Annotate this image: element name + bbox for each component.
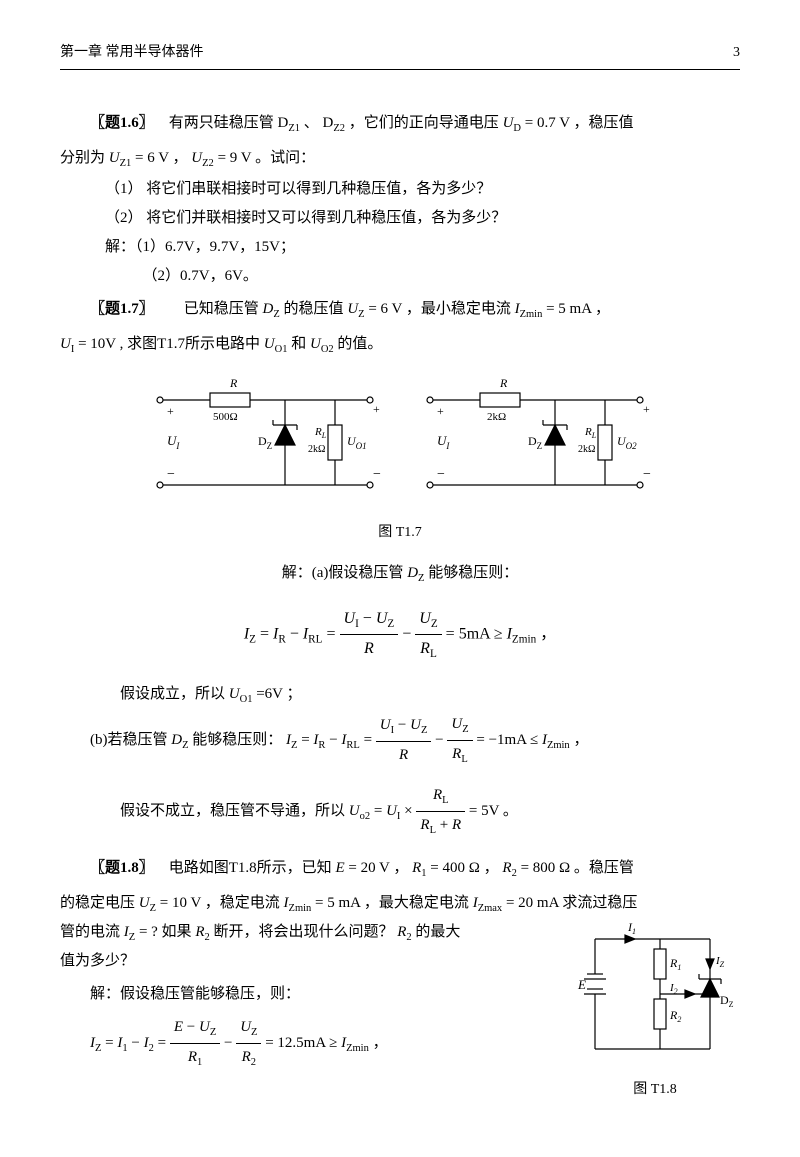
header-left: 第一章 常用半导体器件 (60, 40, 204, 65)
svg-text:+: + (437, 404, 444, 418)
q17-sol-b: (b)若稳压管 DZ 能够稳压则： IZ = IR − IRL = UI − U… (60, 711, 740, 770)
q18-label: 〖题1.8〗 (90, 860, 154, 876)
q16-body: 〖题1.6〗 有两只硅稳压管 DZ1 、 DZ2 ，它们的正向导通电压 UD =… (60, 110, 740, 139)
q18-body: 〖题1.8〗 电路如图T1.8所示，已知 E = 20 V ， R1 = 400… (60, 855, 740, 884)
header-page-num: 3 (733, 40, 740, 65)
q16-q2: （2） 将它们并联相接时又可以得到几种稳压值，各为多少？ (60, 205, 740, 232)
q17-concl-a: 假设成立，所以 UO1 =6V ； (60, 681, 740, 710)
svg-text:+: + (643, 402, 650, 416)
svg-text:DZ: DZ (528, 434, 542, 451)
q18-line2: 的稳定电压 UZ = 10 V ，稳定电流 IZmin = 5 mA ，最大稳定… (60, 890, 740, 919)
svg-text:UO1: UO1 (347, 434, 367, 451)
svg-text:UO2: UO2 (617, 434, 637, 451)
circuits-t17: R 500Ω + UI − DZ RL 2kΩ + UO1 − R (60, 375, 740, 505)
svg-text:UI: UI (437, 433, 450, 451)
circuit-t18: E I1 R1 I2 R2 IZ DZ (570, 919, 740, 1069)
q16-ans1: 解：（1）6.7V，9.7V，15V； (60, 234, 740, 261)
q18-line3: 管的电流 IZ = ? 如果 R2 断开，将会出现什么问题？ R2 的最大 (60, 919, 560, 948)
eq-17a: IZ = IR − IRL = UI − UZR − UZRL = 5mA ≥ … (60, 605, 740, 665)
eq-18: IZ = I1 − I2 = E − UZR1 − UZR2 = 12.5mA … (60, 1014, 560, 1073)
svg-text:R: R (499, 376, 508, 390)
svg-text:+: + (373, 402, 380, 416)
circuit-t17-left: R 500Ω + UI − DZ RL 2kΩ + UO1 − (145, 375, 385, 505)
q16-line2: 分别为 UZ1 = 6 V ， UZ2 = 9 V 。试问： (60, 145, 740, 174)
svg-text:RL: RL (314, 426, 327, 440)
svg-text:−: − (437, 467, 445, 482)
q17-label: 〖题1.7〗 (90, 301, 154, 317)
svg-text:2kΩ: 2kΩ (487, 411, 506, 423)
svg-text:−: − (643, 467, 651, 482)
svg-text:DZ: DZ (258, 434, 272, 451)
q16-q1: （1） 将它们串联相接时可以得到几种稳压值，各为多少？ (60, 176, 740, 203)
svg-text:R: R (229, 376, 238, 390)
circuit-t17-right: R 2kΩ + UI − DZ RL 2kΩ + UO2 − (415, 375, 655, 505)
svg-text:500Ω: 500Ω (213, 411, 238, 423)
q17-concl-b: 假设不成立，稳压管不导通，所以 Uo2 = UI × RLRL + R = 5V… (60, 782, 740, 841)
svg-text:+: + (167, 404, 174, 418)
svg-text:RL: RL (584, 426, 597, 440)
q18-sol: 解：假设稳压管能够稳压，则： (60, 981, 560, 1008)
svg-text:I2: I2 (669, 982, 678, 996)
svg-text:UI: UI (167, 433, 180, 451)
fig-t18-label: 图 T1.8 (570, 1077, 740, 1102)
circuit-t18-wrap: E I1 R1 I2 R2 IZ DZ 图 T1.8 (570, 919, 740, 1117)
svg-text:DZ: DZ (720, 993, 734, 1009)
svg-text:IZ: IZ (715, 955, 725, 969)
fig-t17-label: 图 T1.7 (60, 520, 740, 545)
svg-text:−: − (167, 467, 175, 482)
q16-ans2: （2）0.7V，6V。 (60, 263, 740, 290)
svg-text:−: − (373, 467, 381, 482)
q17-sol-a: 解：(a)假设稳压管 DZ 能够稳压则： (60, 560, 740, 589)
svg-text:R2: R2 (669, 1008, 681, 1024)
q16-label: 〖题1.6〗 (90, 115, 154, 131)
svg-text:2kΩ: 2kΩ (578, 444, 595, 455)
page-header: 第一章 常用半导体器件 3 (60, 40, 740, 70)
q18-float: 管的电流 IZ = ? 如果 R2 断开，将会出现什么问题？ R2 的最大 值为… (60, 919, 740, 1117)
svg-text:E: E (577, 977, 586, 992)
svg-text:I1: I1 (627, 920, 636, 936)
q17-body: 〖题1.7〗 已知稳压管 DZ 的稳压值 UZ = 6 V ，最小稳定电流 IZ… (60, 296, 740, 325)
q18-line4: 值为多少？ (60, 948, 560, 975)
svg-text:2kΩ: 2kΩ (308, 444, 325, 455)
svg-text:R1: R1 (669, 956, 681, 972)
q17-line2: UI = 10V , 求图T1.7所示电路中 UO1 和 UO2 的值。 (60, 331, 740, 360)
